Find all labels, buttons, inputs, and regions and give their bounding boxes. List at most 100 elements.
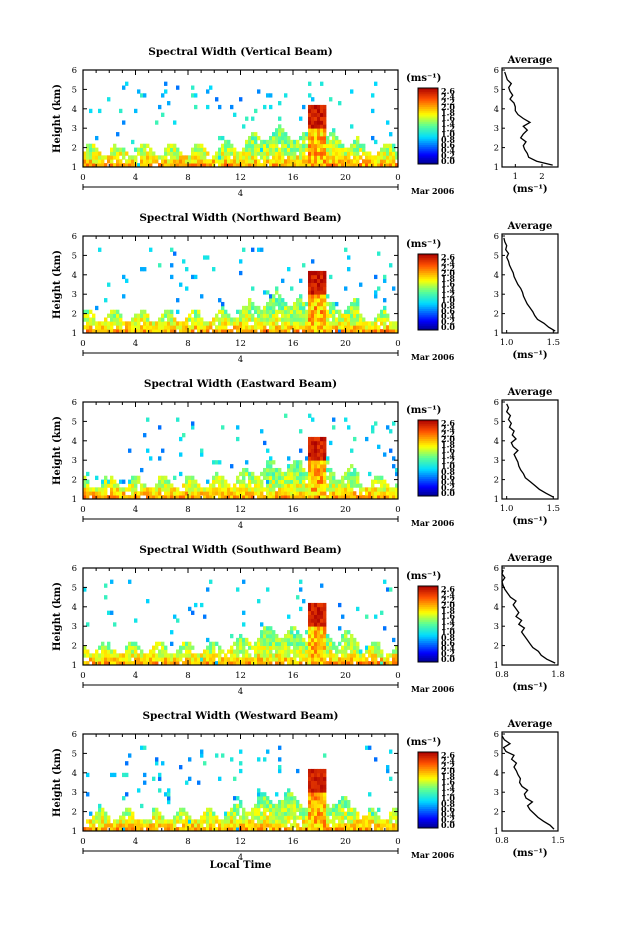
- colorbar-swatch: [418, 131, 438, 135]
- heatmap-cell: [359, 487, 363, 492]
- heatmap-cell: [305, 309, 309, 314]
- heatmap-cell: [263, 467, 267, 473]
- heatmap-cell: [296, 799, 300, 805]
- heatmap-cell: [356, 645, 360, 650]
- heatmap-cell: [314, 108, 318, 114]
- heatmap-cell: [344, 487, 348, 492]
- heatmap-cell: [272, 491, 276, 496]
- heatmap-cell: [83, 475, 87, 480]
- heatmap-cell: [341, 159, 345, 164]
- heatmap-cell: [326, 641, 330, 646]
- heatmap-cell: [314, 784, 318, 789]
- heatmap-cell: [329, 301, 333, 307]
- heatmap-cell: [260, 491, 264, 496]
- heatmap-cell: [116, 653, 120, 658]
- heatmap-cell: [275, 803, 279, 809]
- heatmap-cell: [260, 641, 264, 646]
- heatmap-cell: [209, 815, 213, 820]
- heatmap-cell: [395, 661, 399, 666]
- heatmap-cell: [212, 317, 216, 322]
- colorbar-swatch: [418, 614, 438, 617]
- heatmap-cell: [107, 641, 111, 646]
- heatmap-cell: [191, 325, 195, 330]
- heatmap-cell: [320, 768, 324, 774]
- heatmap-cell: [194, 657, 198, 662]
- heatmap-cell: [263, 792, 267, 797]
- heatmap-cell: [230, 823, 234, 828]
- colorbar-swatch: [418, 107, 438, 110]
- heatmap-cell: [290, 633, 294, 639]
- heatmap-cell: [122, 274, 126, 280]
- heatmap-cell: [104, 483, 108, 488]
- heatmap-cell: [368, 471, 372, 477]
- heatmap-cell: [194, 479, 198, 484]
- x-tick-label: 8: [185, 671, 190, 681]
- heatmap-cell: [335, 159, 339, 164]
- heatmap-cell: [203, 827, 207, 832]
- colorbar-tick: 0.2: [441, 317, 455, 327]
- heatmap-cell: [323, 317, 327, 322]
- heatmap-cell: [353, 649, 357, 654]
- heatmap-cell: [383, 278, 387, 283]
- heatmap-cell: [122, 495, 126, 500]
- x-tick-label: 0: [395, 339, 400, 349]
- heatmap-cell: [83, 151, 87, 156]
- heatmap-cell: [239, 321, 243, 326]
- profile-y-label: 6: [494, 564, 499, 574]
- heatmap-cell: [371, 479, 375, 484]
- heatmap-cell: [143, 321, 147, 326]
- heatmap-cell: [131, 641, 135, 646]
- heatmap-cell: [206, 487, 210, 492]
- heatmap-cell: [239, 487, 243, 492]
- heatmap-cell: [197, 147, 201, 152]
- heatmap-cell: [320, 298, 324, 303]
- heatmap-cell: [275, 329, 279, 334]
- colorbar-swatch: [418, 314, 438, 318]
- heatmap-cell: [188, 653, 192, 658]
- heatmap-cell: [299, 464, 303, 469]
- heatmap-cell: [284, 819, 288, 824]
- heatmap-cell: [239, 637, 243, 643]
- heatmap-cell: [371, 108, 375, 114]
- heatmap-cell: [191, 159, 195, 164]
- heatmap-cell: [263, 630, 267, 635]
- heatmap-cell: [239, 97, 243, 102]
- colorbar-swatch: [418, 641, 438, 644]
- heatmap-cell: [167, 491, 171, 496]
- heatmap-cell: [212, 267, 216, 272]
- heatmap-cell: [179, 491, 183, 496]
- heatmap-cell: [218, 329, 222, 334]
- heatmap-cell: [188, 313, 192, 318]
- heatmap-cell: [320, 645, 324, 650]
- heatmap-cell: [302, 479, 306, 484]
- heatmap-cell: [221, 143, 225, 148]
- heatmap-cell: [320, 452, 324, 457]
- heatmap-cell: [113, 155, 117, 160]
- heatmap-cell: [230, 827, 234, 832]
- heatmap-cell: [233, 487, 237, 492]
- heatmap-cell: [194, 653, 198, 658]
- heatmap-cell: [317, 483, 321, 488]
- heatmap-cell: [176, 417, 180, 422]
- heatmap-cell: [284, 645, 288, 650]
- heatmap-cell: [164, 475, 168, 480]
- heatmap-cell: [299, 645, 303, 650]
- heatmap-cell: [236, 436, 240, 442]
- heatmap-cell: [170, 247, 174, 252]
- heatmap-cell: [143, 317, 147, 322]
- heatmap-cell: [314, 104, 318, 110]
- heatmap-cell: [158, 641, 162, 646]
- heatmap-cell: [365, 155, 369, 160]
- heatmap-cell: [299, 807, 303, 812]
- x-tick-label: 16: [288, 173, 299, 183]
- heatmap-cell: [218, 649, 222, 654]
- heatmap-cell: [143, 657, 147, 662]
- heatmap-cell: [113, 483, 117, 488]
- heatmap-cell: [113, 657, 117, 662]
- heatmap-cell: [125, 321, 129, 326]
- heatmap-cell: [131, 159, 135, 164]
- colorbar-swatch: [418, 328, 438, 331]
- colorbar-swatch: [418, 421, 438, 425]
- heatmap-cell: [308, 823, 312, 828]
- heatmap-cell: [332, 657, 336, 662]
